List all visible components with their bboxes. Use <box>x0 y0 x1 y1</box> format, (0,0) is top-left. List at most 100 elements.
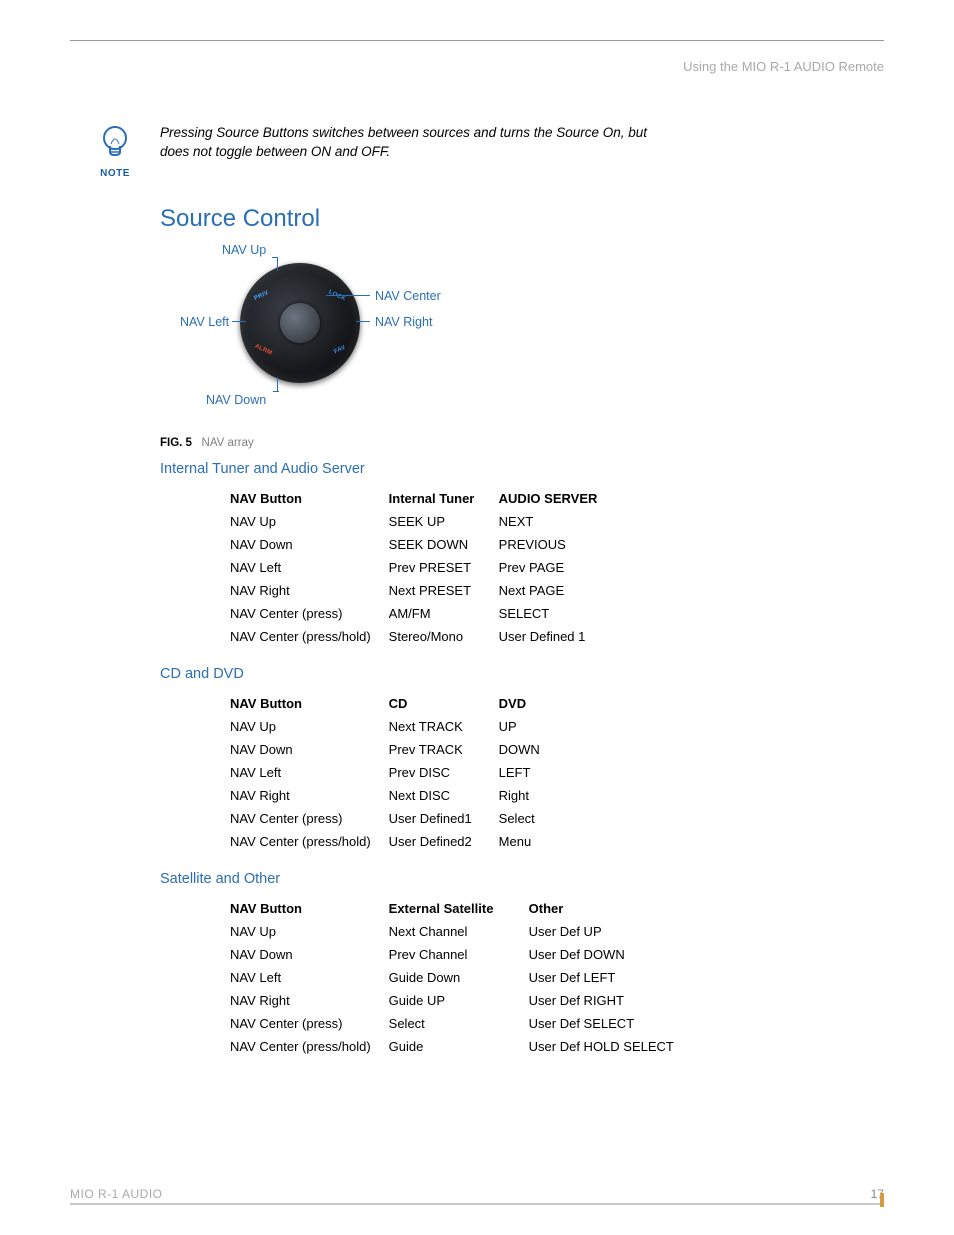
table-row: NAV LeftPrev DISCLEFT <box>230 761 629 784</box>
figure-caption-text: NAV array <box>202 437 254 449</box>
table-cell: NAV Down <box>230 738 389 761</box>
heading-cd-dvd: CD and DVD <box>160 666 884 682</box>
table-cell: NAV Down <box>230 533 389 556</box>
table-cell: Right <box>499 784 629 807</box>
table-cd-dvd: NAV ButtonCDDVDNAV UpNext TRACKUPNAV Dow… <box>230 692 629 853</box>
table-row: NAV LeftPrev PRESETPrev PAGE <box>230 556 629 579</box>
table-cell: Menu <box>499 830 629 853</box>
note-icon-block: NOTE <box>70 124 160 179</box>
table-cell: User Def HOLD SELECT <box>529 1035 699 1058</box>
table-cell: NAV Right <box>230 784 389 807</box>
table-row: NAV Center (press/hold)Stereo/MonoUser D… <box>230 625 629 648</box>
table-cell: NAV Left <box>230 556 389 579</box>
table-cell: UP <box>499 715 629 738</box>
table-row: NAV DownPrev ChannelUser Def DOWN <box>230 943 699 966</box>
note-text: Pressing Source Buttons switches between… <box>160 124 680 162</box>
table-row: NAV DownSEEK DOWNPREVIOUS <box>230 533 629 556</box>
table-cell: NAV Right <box>230 989 389 1012</box>
table-header: Internal Tuner <box>389 487 499 510</box>
table-header: AUDIO SERVER <box>499 487 629 510</box>
table-cell: NEXT <box>499 510 629 533</box>
table-cell: DOWN <box>499 738 629 761</box>
table-row: NAV LeftGuide DownUser Def LEFT <box>230 966 699 989</box>
table-row: NAV UpNext ChannelUser Def UP <box>230 920 699 943</box>
table-cell: NAV Center (press/hold) <box>230 1035 389 1058</box>
ring-mark-priv: PRIV <box>253 290 269 302</box>
table-cell: NAV Center (press) <box>230 602 389 625</box>
table-row: NAV Center (press)SelectUser Def SELECT <box>230 1012 699 1035</box>
table-cell: NAV Up <box>230 510 389 533</box>
table-header: NAV Button <box>230 897 389 920</box>
table-cell: NAV Left <box>230 966 389 989</box>
table-cell: User Def UP <box>529 920 699 943</box>
callout-nav-left: NAV Left <box>180 315 229 329</box>
callout-nav-up: NAV Up <box>222 243 266 257</box>
table-cell: User Defined2 <box>389 830 499 853</box>
table-cell: Next PAGE <box>499 579 629 602</box>
table-header: NAV Button <box>230 692 389 715</box>
table-cell: NAV Center (press/hold) <box>230 830 389 853</box>
table-cell: NAV Down <box>230 943 389 966</box>
table-internal-tuner: NAV ButtonInternal TunerAUDIO SERVERNAV … <box>230 487 629 648</box>
table-satellite-other: NAV ButtonExternal SatelliteOtherNAV UpN… <box>230 897 699 1058</box>
figure-nav-array: PRIV LOCK ALRM FAV NAV Up NAV Down NAV L… <box>160 243 680 433</box>
table-cell: NAV Center (press) <box>230 807 389 830</box>
table-cell: Prev DISC <box>389 761 499 784</box>
note-label: NOTE <box>100 168 130 179</box>
table-cell: User Def DOWN <box>529 943 699 966</box>
table-cell: NAV Up <box>230 920 389 943</box>
table-cell: NAV Right <box>230 579 389 602</box>
table-row: NAV UpNext TRACKUP <box>230 715 629 738</box>
table-row: NAV RightGuide UPUser Def RIGHT <box>230 989 699 1012</box>
table-header: CD <box>389 692 499 715</box>
table-cell: User Defined1 <box>389 807 499 830</box>
table-cell: Next TRACK <box>389 715 499 738</box>
table-cell: AM/FM <box>389 602 499 625</box>
table-row: NAV Center (press)AM/FMSELECT <box>230 602 629 625</box>
figure-caption-number: FIG. 5 <box>160 437 192 449</box>
table-cell: LEFT <box>499 761 629 784</box>
table-row: NAV RightNext PRESETNext PAGE <box>230 579 629 602</box>
table-cell: Next Channel <box>389 920 529 943</box>
table-cell: NAV Center (press/hold) <box>230 625 389 648</box>
table-cell: SELECT <box>499 602 629 625</box>
table-cell: NAV Left <box>230 761 389 784</box>
table-cell: PREVIOUS <box>499 533 629 556</box>
table-cell: Prev TRACK <box>389 738 499 761</box>
header-section-title: Using the MIO R-1 AUDIO Remote <box>70 59 884 74</box>
table-cell: NAV Center (press) <box>230 1012 389 1035</box>
table-cell: SEEK UP <box>389 510 499 533</box>
callout-nav-center: NAV Center <box>375 289 441 303</box>
table-row: NAV RightNext DISCRight <box>230 784 629 807</box>
table-header: DVD <box>499 692 629 715</box>
table-cell: Stereo/Mono <box>389 625 499 648</box>
table-cell: Next PRESET <box>389 579 499 602</box>
footer-product-name: MIO R-1 AUDIO <box>70 1187 163 1201</box>
table-header: Other <box>529 897 699 920</box>
table-cell: Select <box>499 807 629 830</box>
nav-wheel-image: PRIV LOCK ALRM FAV <box>240 263 360 383</box>
table-row: NAV Center (press/hold)GuideUser Def HOL… <box>230 1035 699 1058</box>
callout-nav-right: NAV Right <box>375 315 432 329</box>
page-footer: MIO R-1 AUDIO 17 <box>70 1187 884 1205</box>
table-cell: Prev PRESET <box>389 556 499 579</box>
table-cell: User Def SELECT <box>529 1012 699 1035</box>
callout-nav-down: NAV Down <box>206 393 266 407</box>
table-cell: User Def RIGHT <box>529 989 699 1012</box>
heading-internal-tuner: Internal Tuner and Audio Server <box>160 461 884 477</box>
ring-mark-alrm: ALRM <box>254 343 273 356</box>
table-row: NAV UpSEEK UPNEXT <box>230 510 629 533</box>
heading-source-control: Source Control <box>160 205 884 233</box>
table-header: External Satellite <box>389 897 529 920</box>
table-cell: Next DISC <box>389 784 499 807</box>
table-cell: Select <box>389 1012 529 1035</box>
table-cell: User Def LEFT <box>529 966 699 989</box>
table-cell: Prev Channel <box>389 943 529 966</box>
lightbulb-icon <box>98 124 132 164</box>
table-cell: User Defined 1 <box>499 625 629 648</box>
table-row: NAV DownPrev TRACKDOWN <box>230 738 629 761</box>
ring-mark-lock: LOCK <box>327 289 346 302</box>
figure-caption: FIG. 5 NAV array <box>160 437 884 449</box>
table-cell: SEEK DOWN <box>389 533 499 556</box>
table-row: NAV Center (press/hold)User Defined2Menu <box>230 830 629 853</box>
